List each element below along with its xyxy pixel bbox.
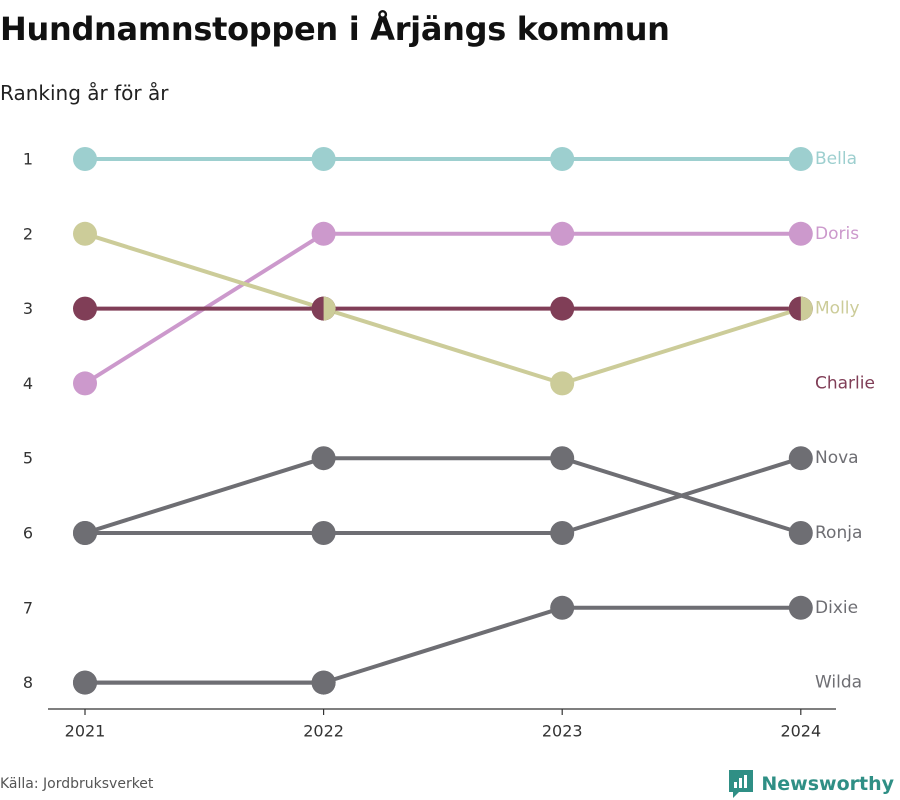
series-point-molly-2023 — [550, 371, 575, 396]
series-point-dixie-2023 — [550, 595, 575, 620]
series-point-charlie-2023 — [550, 296, 575, 321]
series-point-doris-2022 — [311, 221, 336, 246]
series-point-bella-2021 — [73, 147, 97, 171]
series-point-ronja-2024 — [788, 521, 813, 545]
end-label-bella: Bella — [815, 149, 857, 169]
series-line-nova — [83, 456, 803, 535]
series-point-nova-2024 — [788, 446, 813, 471]
chart-subtitle: Ranking år för år — [0, 81, 169, 105]
end-label-nova: Nova — [815, 448, 859, 468]
shared-point-right-molly-2024 — [800, 296, 813, 321]
source-note: Källa: Jordbruksverket — [0, 776, 154, 792]
y-tick-label-3: 3 — [23, 299, 33, 318]
end-label-doris: Doris — [815, 224, 859, 244]
brand-name: Newsworthy — [761, 773, 894, 795]
series-point-molly-2021 — [73, 221, 97, 246]
series-point-ronja-2022 — [311, 446, 336, 471]
series-point-nova-2023 — [550, 521, 575, 545]
chart-title: Hundnamnstoppen i Årjängs kommun — [0, 10, 670, 48]
series-point-dixie-2024 — [788, 595, 813, 620]
series-point-nova-2022 — [311, 521, 336, 545]
series-point-doris-2024 — [788, 221, 813, 246]
x-tick-label-2024: 2024 — [780, 722, 821, 741]
series-line-ronja — [83, 456, 803, 535]
y-tick-label-7: 7 — [23, 598, 33, 617]
brand-logo[interactable]: Newsworthy — [729, 770, 894, 798]
shared-point-right-molly-2022 — [323, 296, 336, 321]
y-tick-label-6: 6 — [23, 524, 33, 543]
x-tick-label-2023: 2023 — [542, 722, 583, 741]
end-label-molly: Molly — [815, 299, 860, 319]
x-tick-label-2022: 2022 — [303, 722, 344, 741]
series-point-doris-2023 — [550, 221, 575, 246]
series-line-dixie — [83, 605, 803, 685]
series-point-bella-2024 — [788, 147, 813, 171]
y-tick-label-8: 8 — [23, 673, 33, 692]
end-label-wilda: Wilda — [815, 673, 862, 693]
series-line-molly — [83, 231, 803, 386]
y-tick-label-5: 5 — [23, 449, 33, 468]
series-point-ronja-2023 — [550, 446, 575, 471]
newsworthy-logo-icon — [729, 770, 754, 798]
end-label-dixie: Dixie — [815, 598, 858, 618]
series-point-bella-2022 — [311, 147, 336, 171]
bump-chart: 1 2 3 4 5 6 7 8 2021 2022 2023 2024 Bella Doris Molly C… — [23, 147, 875, 741]
series-point-bella-2023 — [550, 147, 575, 171]
end-label-charlie: Charlie — [815, 373, 875, 393]
shared-point-left-charlie-2024 — [788, 296, 801, 321]
series-point-wilda-2022 — [311, 670, 336, 695]
y-tick-label-2: 2 — [23, 224, 33, 243]
series-point-ronja-2021 — [73, 521, 97, 545]
shared-point-left-charlie-2022 — [311, 296, 324, 321]
y-tick-label-1: 1 — [23, 150, 33, 169]
y-tick-label-4: 4 — [23, 374, 33, 393]
series-point-doris-2021 — [73, 371, 97, 396]
x-tick-label-2021: 2021 — [65, 722, 106, 741]
end-label-ronja: Ronja — [815, 523, 862, 543]
series-point-wilda-2021 — [73, 670, 97, 695]
series-point-charlie-2021 — [73, 296, 97, 321]
